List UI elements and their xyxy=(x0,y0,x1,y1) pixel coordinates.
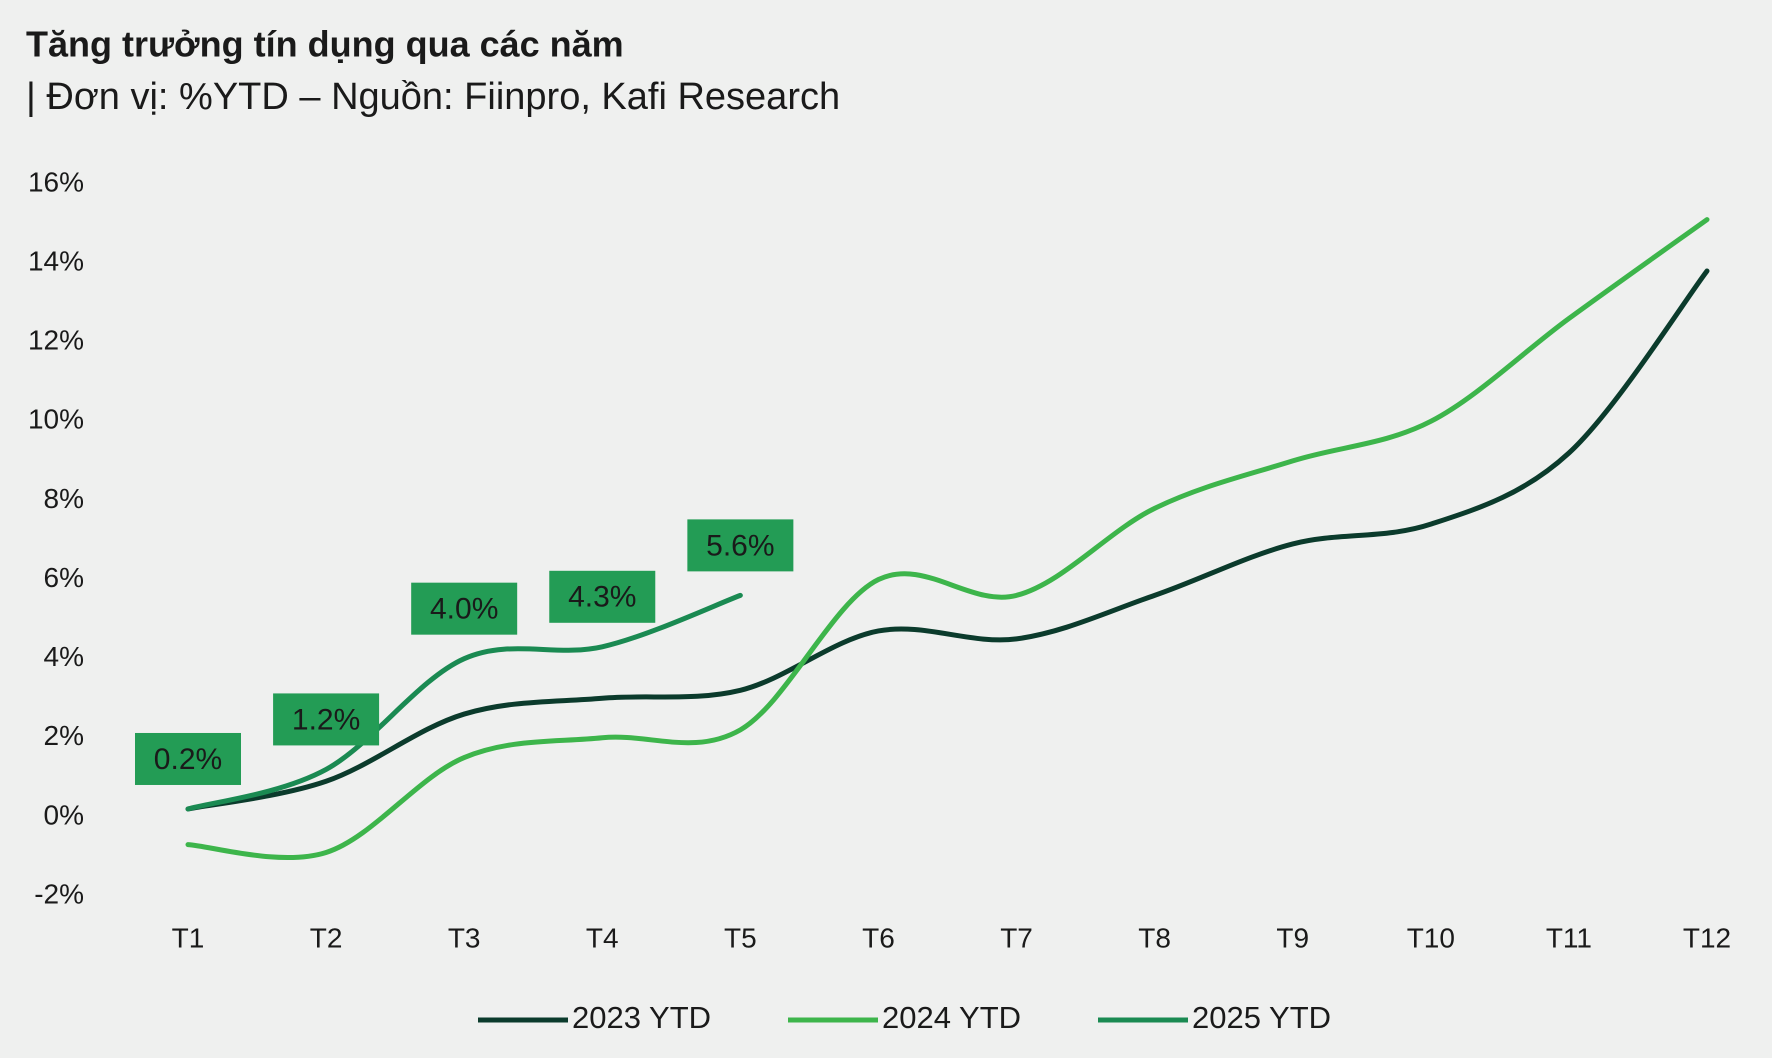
x-tick-label: T4 xyxy=(586,922,619,953)
legend-label: 2025 YTD xyxy=(1192,1000,1331,1035)
data-label: 5.6% xyxy=(706,529,774,562)
y-tick-label: 10% xyxy=(28,404,84,435)
legend-label: 2023 YTD xyxy=(572,1000,711,1035)
x-tick-label: T3 xyxy=(448,922,481,953)
data-label: 1.2% xyxy=(292,703,360,736)
y-tick-label: 6% xyxy=(44,562,84,593)
y-tick-label: 14% xyxy=(28,246,84,277)
legend-label: 2024 YTD xyxy=(882,1000,1021,1035)
data-label: 4.0% xyxy=(430,593,498,626)
y-tick-label: 12% xyxy=(28,325,84,356)
series-line xyxy=(185,592,743,812)
x-tick-label: T12 xyxy=(1683,922,1731,953)
x-tick-label: T11 xyxy=(1546,922,1592,953)
data-label: 4.3% xyxy=(568,581,636,614)
x-tick-label: T5 xyxy=(724,922,757,953)
x-tick-label: T1 xyxy=(172,922,205,953)
y-tick-label: 8% xyxy=(44,483,84,514)
label-box xyxy=(411,582,518,635)
y-tick-label: 0% xyxy=(44,799,84,830)
label-box xyxy=(687,519,794,572)
x-tick-label: T7 xyxy=(1000,922,1033,953)
label-box xyxy=(135,732,241,785)
label-box xyxy=(549,570,656,623)
x-tick-label: T9 xyxy=(1276,922,1309,953)
series-line xyxy=(185,268,1710,812)
x-tick-label: T6 xyxy=(862,922,895,953)
chart-subtitle: | Đơn vị: %YTD – Nguồn: Fiinpro, Kafi Re… xyxy=(26,76,840,118)
x-tick-label: T10 xyxy=(1407,922,1455,953)
y-tick-label: 2% xyxy=(44,720,84,751)
series-line xyxy=(185,217,1710,861)
x-tick-label: T2 xyxy=(310,922,343,953)
y-tick-label: 4% xyxy=(44,641,84,672)
label-box xyxy=(273,693,380,746)
data-label: 0.2% xyxy=(154,743,222,776)
y-tick-label: -2% xyxy=(34,878,84,909)
x-tick-label: T8 xyxy=(1138,922,1171,953)
y-tick-label: 16% xyxy=(28,166,84,197)
chart-title: Tăng trưởng tín dụng qua các năm xyxy=(26,24,624,65)
